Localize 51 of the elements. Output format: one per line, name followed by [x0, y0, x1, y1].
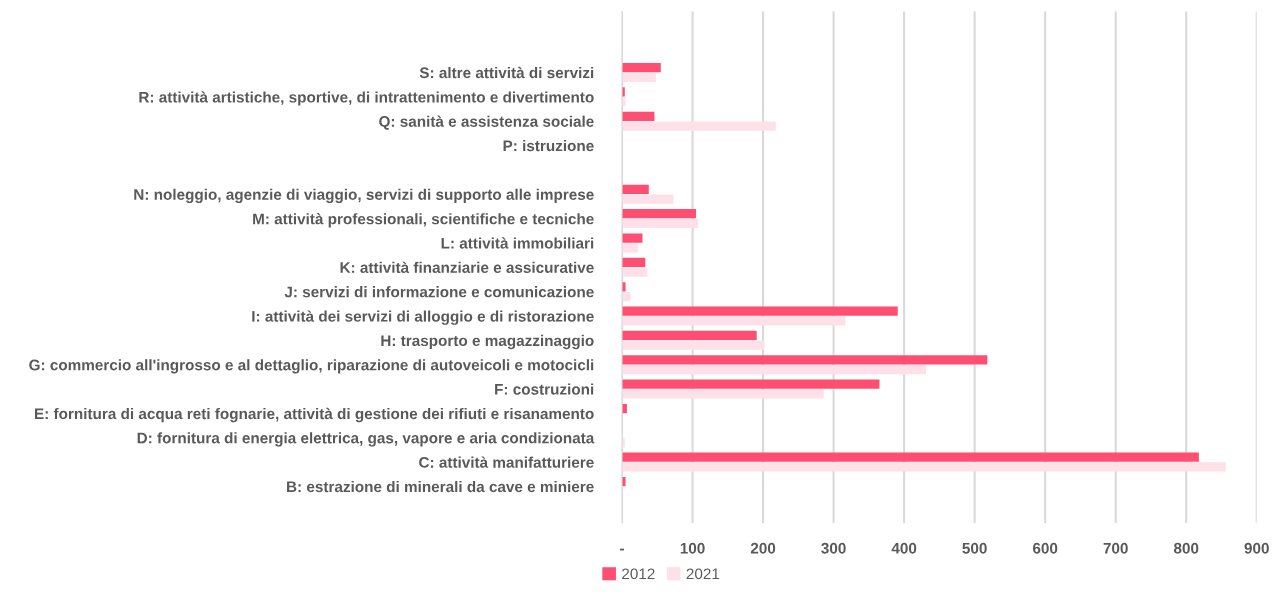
x-tick-label: 900	[1244, 542, 1269, 554]
y-tick-label: K: attività finanziarie e assicurative	[340, 261, 594, 273]
bar	[622, 462, 1226, 472]
y-tick-label: G: commercio all'ingrosso e al dettaglio, riparazione di autoveicoli e motocicli	[29, 359, 594, 374]
y-tick-label: N: noleggio, agenzie di viaggio, servizi di supporto alle imprese	[134, 188, 594, 204]
bar	[622, 194, 674, 204]
x-tick-label: 500	[962, 542, 987, 554]
bar	[622, 389, 824, 399]
bar	[622, 243, 639, 253]
x-tick-label: 700	[1103, 542, 1128, 554]
y-tick-label: L: attività immobiliari	[441, 237, 594, 249]
bar	[622, 340, 765, 350]
y-tick-label: C: attività manifatturiere	[419, 456, 594, 468]
y-tick-label: M: attività professionali, scientifiche e tecniche	[253, 213, 594, 228]
y-tick-label: P: istruzione	[503, 140, 594, 152]
y-tick-label: E: fornitura di acqua reti fognarie, attività di gestione dei rifiuti e risanamento	[35, 407, 594, 423]
y-tick-label: S: altre attività di servizi	[419, 66, 594, 79]
bar	[622, 63, 661, 73]
legend-label: 2012	[622, 568, 655, 580]
x-tick-label: 800	[1173, 542, 1199, 554]
bar	[622, 267, 648, 277]
x-tick-label: -	[620, 548, 624, 551]
y-tick-label: J: servizi di informazione e comunicazione	[284, 286, 594, 298]
y-tick-label: R: attività artistiche, sportive, di intrattenimento e divertimento	[139, 91, 594, 106]
bar	[622, 316, 846, 326]
bar	[622, 306, 898, 316]
bar	[622, 257, 646, 268]
x-tick-label: 600	[1032, 542, 1058, 554]
bar	[622, 121, 776, 131]
bar	[622, 330, 757, 341]
y-tick-label: F: costruzioni	[495, 383, 594, 395]
bar	[622, 364, 926, 375]
bar	[622, 209, 697, 219]
y-tick-label: B: estrazione di minerali da cave e miniere	[287, 480, 594, 493]
bar	[622, 452, 1199, 462]
y-tick-label: I: attività dei servizi di alloggio e di ristorazione	[252, 310, 594, 325]
bar	[622, 184, 649, 195]
y-tick-label: D: fornitura di energia elettrica, gas, vapore e aria condizionata	[137, 432, 595, 447]
bar	[622, 218, 699, 229]
x-tick-label: 100	[680, 542, 705, 554]
bar	[622, 233, 643, 243]
y-tick-label: Q: sanità e assistenza sociale	[379, 115, 594, 130]
bar	[622, 111, 655, 121]
bar	[622, 72, 656, 82]
bar	[622, 355, 988, 365]
bar	[622, 379, 880, 389]
x-tick-label: 300	[821, 542, 846, 554]
x-tick-label: 400	[891, 542, 917, 554]
legend-label: 2021	[686, 568, 720, 580]
y-tick-label: H: trasporto e magazzinaggio	[381, 334, 594, 350]
x-tick-label: 200	[750, 542, 776, 554]
